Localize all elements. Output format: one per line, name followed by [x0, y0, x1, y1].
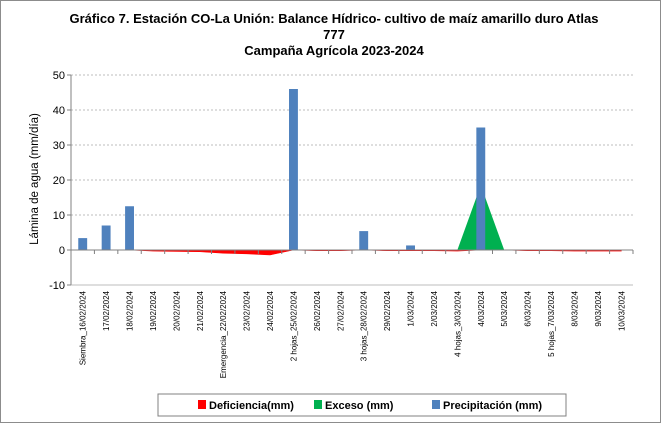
legend-excess-label: Exceso (mm)	[325, 400, 394, 412]
precipitation-bar	[101, 225, 111, 250]
x-tick-label: 4 hojas_3/03/2024	[453, 290, 462, 356]
legend-precipitation-label: Precipitación (mm)	[443, 400, 542, 412]
precipitation-bar	[406, 245, 415, 250]
x-tick-label: 4/03/2024	[477, 290, 486, 326]
x-tick-label: 10/03/2024	[617, 290, 626, 331]
y-tick-label: 50	[53, 70, 65, 82]
y-tick-label: 10	[53, 210, 65, 222]
y-tick-label: -10	[49, 280, 65, 292]
x-tick-label: 5/03/2024	[500, 290, 509, 326]
x-tick-labels: Siembra_16/02/2024 17/02/2024 18/02/2024 19…	[79, 290, 627, 378]
x-tick-label: 6/03/2024	[524, 290, 533, 326]
precipitation-bar	[289, 89, 298, 250]
x-tick-label: Siembra_16/02/2024	[79, 290, 88, 365]
x-tick-label: 27/02/2024	[336, 290, 345, 331]
legend-excess-swatch	[314, 400, 322, 409]
x-tick-label: 19/02/2024	[149, 290, 158, 331]
precipitation-bar	[476, 127, 486, 250]
chart-title-line-1: Gráfico 7. Estación CO-La Unión: Balance…	[69, 11, 598, 26]
precipitation-series	[78, 89, 486, 250]
gridlines	[71, 74, 633, 216]
legend-deficiency-label: Deficiencia(mm)	[209, 400, 294, 412]
y-tick-labels: -10 0 10 20 30 40 50	[49, 70, 65, 292]
y-tick-label: 30	[53, 140, 65, 152]
x-tick-label: 2/03/2024	[430, 290, 439, 326]
x-tick-label: Emergencia_22/02/2024	[219, 290, 228, 378]
y-tick-label: 20	[53, 175, 65, 187]
x-tick-label: 20/02/2024	[172, 290, 181, 331]
x-tick-label: 26/02/2024	[313, 290, 322, 331]
x-tick-label: 21/02/2024	[196, 290, 205, 331]
x-tick-label: 5 hojas_7/03/2024	[547, 290, 556, 356]
legend-deficiency-swatch	[198, 400, 206, 409]
x-tick-label: 8/03/2024	[570, 290, 579, 326]
x-tick-label: 18/02/2024	[126, 290, 135, 331]
precipitation-bar	[359, 231, 369, 250]
x-tick-label: 3 hojas_28/02/2024	[360, 290, 369, 361]
precipitation-bar	[78, 238, 88, 250]
x-tick-label: 9/03/2024	[594, 290, 603, 326]
axes	[67, 74, 634, 286]
y-axis-label: Lámina de agua (mm/día)	[29, 113, 41, 245]
legend: Deficiencia(mm) Exceso (mm) Precipitación …	[157, 393, 567, 417]
legend-precipitation-swatch	[432, 400, 440, 409]
x-tick-label: 29/02/2024	[383, 290, 392, 331]
chart-title-line-3: Campaña Agrícola 2023-2024	[244, 43, 424, 58]
chart-title-line-2: 777	[323, 27, 345, 42]
y-tick-label: 0	[59, 245, 65, 257]
legend-box	[157, 393, 567, 417]
precipitation-bar	[125, 206, 134, 250]
x-tick-label: 17/02/2024	[102, 290, 111, 331]
y-tick-label: 40	[53, 105, 65, 117]
x-tick-label: 2 hojas_25/02/2024	[289, 290, 298, 361]
x-tick-label: 23/02/2024	[243, 290, 252, 331]
x-tick-label: 1/03/2024	[407, 290, 416, 326]
x-tick-label: 24/02/2024	[266, 290, 275, 331]
